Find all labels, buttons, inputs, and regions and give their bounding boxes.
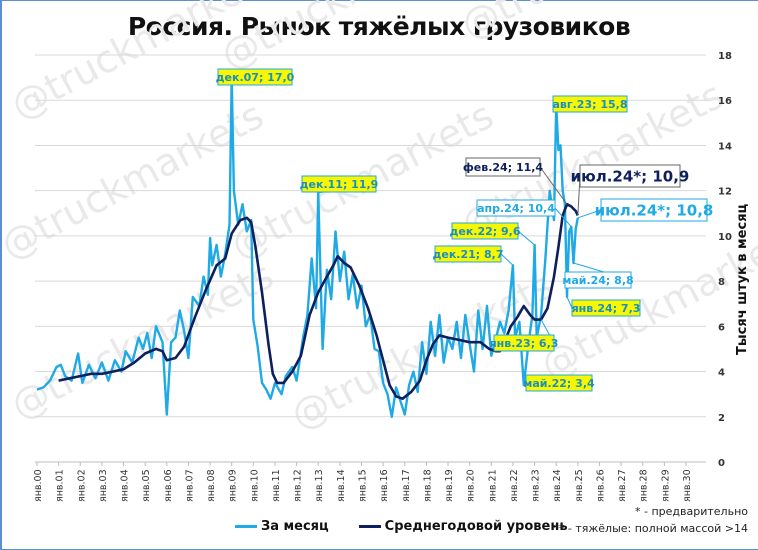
x-tick-label: янв.10: [249, 469, 260, 502]
annotation-label: дек.07; 17,0: [216, 71, 295, 84]
annotation-callout: дек.07; 17,0: [216, 68, 295, 86]
x-tick-label: янв.23: [531, 469, 542, 502]
annotation-callout: фев.24; 11,4: [463, 157, 568, 205]
note-preliminary: * - предварительно: [635, 505, 748, 518]
annotation-label: май.22; 3,4: [523, 377, 595, 390]
x-tick-label: янв.24: [552, 469, 563, 502]
annotation-callout: апр.24; 10,4: [476, 199, 572, 228]
x-tick-label: янв.30: [682, 469, 693, 502]
annotation-callout: дек.11; 11,9: [300, 175, 379, 194]
watermark-text: @truckmarkets: [454, 0, 731, 48]
x-tick-label: янв.19: [444, 469, 455, 502]
x-tick-label: янв.01: [55, 469, 66, 502]
y-axis-label: Тысяч штук в месяц: [735, 203, 750, 355]
y-tick-label: 14: [718, 141, 732, 152]
y-axis-ticks: 0 2 4 6 8 10 12 14 16 18: [718, 51, 732, 469]
x-tick-label: янв.21: [487, 469, 498, 502]
x-tick-label: янв.20: [466, 469, 477, 502]
x-tick-label: янв.12: [293, 469, 304, 502]
annotation-callout: янв.24; 7,3: [566, 296, 641, 317]
annotation-label: дек.22; 9,6: [449, 225, 520, 238]
x-axis-ticks: янв.00 янв.01 янв.02 янв.03 янв.04 янв.05 янв.…: [33, 462, 693, 502]
x-tick-label: янв.22: [509, 469, 520, 502]
watermark-text: @truckmarkets: [214, 0, 491, 78]
y-tick-label: 12: [718, 187, 732, 198]
annotation-label: дек.11; 11,9: [300, 178, 379, 191]
legend-label-monthly: За месяц: [261, 519, 329, 534]
x-tick-label: янв.25: [574, 469, 585, 502]
y-tick-label: 8: [718, 277, 725, 288]
x-tick-label: янв.27: [617, 469, 628, 502]
annotation-label: май.24; 8,8: [562, 274, 633, 287]
chart-title: Россия. Рынок тяжёлых грузовиков: [127, 12, 631, 41]
legend-item-annual-avg: Среднегодовой уровень: [358, 519, 568, 534]
x-tick-label: янв.14: [336, 469, 347, 502]
y-tick-label: 16: [718, 96, 732, 107]
x-tick-label: янв.18: [422, 469, 433, 502]
annotation-callout: май.24; 8,8: [562, 262, 634, 289]
x-tick-label: янв.29: [660, 469, 671, 502]
x-tick-label: янв.11: [271, 469, 282, 502]
annotation-callout: май.22; 3,4: [523, 374, 595, 392]
x-tick-label: янв.13: [314, 469, 325, 502]
series-annual-avg-line: [58, 202, 579, 400]
x-tick-label: янв.04: [120, 469, 131, 502]
legend: За месяц Среднегодовой уровень: [235, 519, 568, 534]
data-annotations: дек.07; 17,0 дек.11; 11,9 авг.23; 15,8 дек.…: [216, 68, 714, 392]
legend-swatch-annual-avg: [358, 525, 381, 528]
note-heavy-definition: ** - тяжёлые: полной массой >14: [553, 522, 748, 535]
annotation-label: авг.23; 15,8: [553, 98, 628, 111]
annotation-label: июл.24*; 10,8: [595, 201, 714, 219]
annotation-label: июл.24*; 10,9: [571, 167, 690, 185]
legend-label-annual-avg: Среднегодовой уровень: [384, 519, 568, 534]
annotation-label: фев.24; 11,4: [463, 161, 544, 174]
y-tick-label: 4: [718, 368, 725, 379]
annotation-label: янв.23; 6,3: [490, 337, 559, 350]
annotation-label: янв.24; 7,3: [572, 302, 641, 315]
x-tick-label: янв.07: [184, 469, 195, 502]
x-tick-label: янв.05: [141, 469, 152, 502]
x-tick-label: янв.00: [33, 469, 44, 502]
annotation-callout: авг.23; 15,8: [552, 95, 628, 113]
y-tick-label: 0: [718, 458, 725, 469]
annotation-callout: июл.24*; 10,8: [577, 198, 714, 222]
x-tick-label: янв.26: [595, 469, 606, 502]
annotation-callout: дек.21; 8,7: [432, 245, 514, 266]
legend-item-monthly: За месяц: [235, 519, 329, 534]
x-tick-label: янв.28: [639, 469, 650, 502]
y-tick-label: 18: [718, 51, 732, 62]
x-tick-label: янв.08: [206, 469, 217, 502]
y-tick-label: 6: [718, 322, 725, 333]
annotation-callout: дек.22; 9,6: [449, 222, 535, 246]
x-tick-label: янв.09: [228, 469, 239, 502]
x-tick-label: янв.02: [76, 469, 87, 502]
annotation-label: апр.24; 10,4: [477, 202, 555, 215]
x-tick-label: янв.03: [98, 469, 109, 502]
x-tick-label: янв.06: [163, 469, 174, 502]
annotation-callout: янв.23; 6,3: [490, 319, 559, 352]
annotation-label: дек.21; 8,7: [432, 248, 503, 261]
y-tick-label: 10: [718, 232, 732, 243]
x-tick-label: янв.17: [401, 469, 412, 502]
x-tick-label: янв.16: [379, 469, 390, 502]
y-tick-label: 2: [718, 413, 725, 424]
watermark-text: @truckmarkets: [4, 253, 281, 428]
legend-swatch-monthly: [235, 525, 257, 528]
annotation-callout: июл.24*; 10,9: [571, 164, 690, 216]
x-tick-label: янв.15: [358, 469, 369, 502]
